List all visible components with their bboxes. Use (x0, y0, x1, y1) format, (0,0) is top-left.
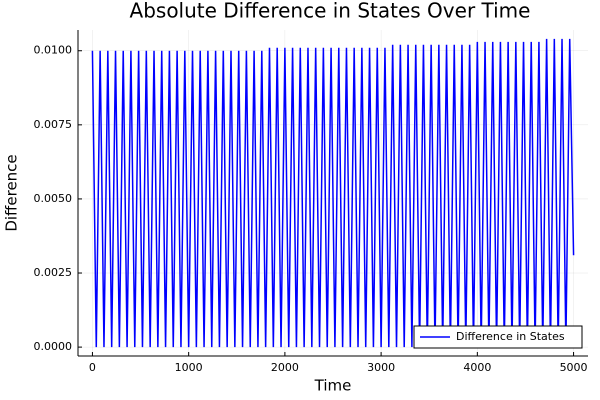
x-tick-label: 5000 (560, 361, 588, 374)
x-tick-label: 1000 (175, 361, 203, 374)
x-tick-label: 4000 (463, 361, 491, 374)
x-tick-label: 0 (89, 361, 96, 374)
y-tick-label: 0.0100 (34, 44, 73, 57)
legend-box (413, 325, 583, 349)
x-axis-label: Time (314, 377, 352, 395)
y-axis-label: Difference (3, 154, 21, 231)
y-tick-label: 0.0075 (34, 118, 73, 131)
chart-title: Absolute Difference in States Over Time (130, 0, 531, 23)
x-tick-label: 3000 (367, 361, 395, 374)
y-tick-label: 0.0050 (34, 192, 73, 205)
x-tick-label: 2000 (271, 361, 299, 374)
y-tick-label: 0.0025 (34, 266, 73, 279)
legend-label: Difference in States (456, 330, 565, 343)
line (91, 38, 575, 348)
y-tick-label: 0.0000 (34, 340, 73, 353)
